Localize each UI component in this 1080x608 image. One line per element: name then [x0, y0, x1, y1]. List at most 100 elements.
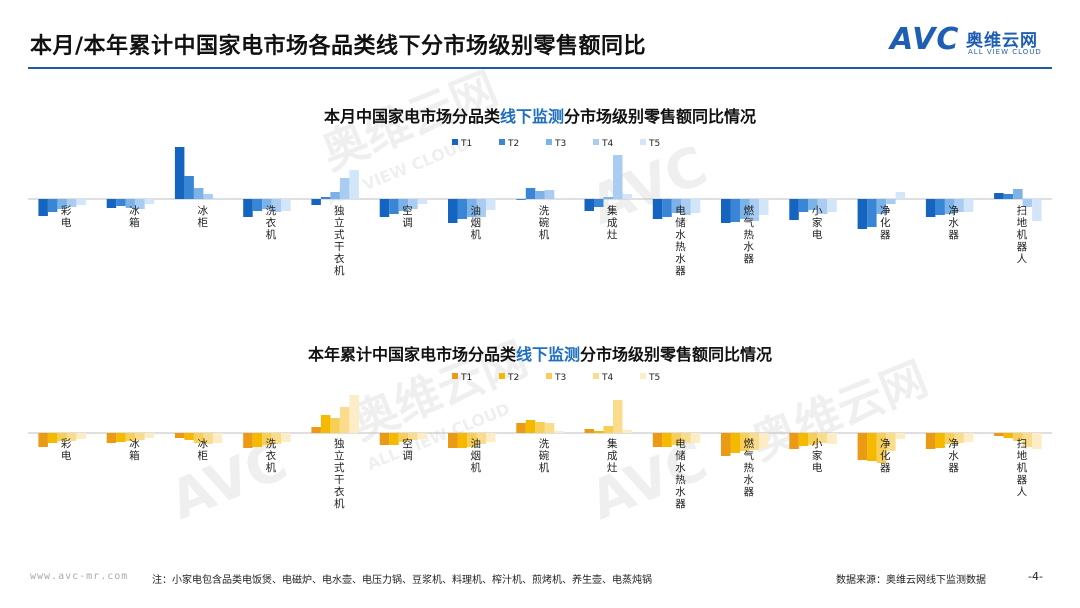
chart-monthly-bar-11-T5 [759, 199, 769, 215]
chart-ytd-bar-3-T1 [174, 433, 185, 438]
chart-monthly-bar-5-T4 [339, 178, 350, 199]
page-title: 本月/本年累计中国家电市场各品类线下分市场级别零售额同比 [30, 34, 647, 59]
chart-ytd-bar-13-T1 [857, 433, 868, 460]
chart-monthly-title-part-2: 线下监测 [500, 107, 564, 126]
chart-monthly-category-label-9: 集成灶 [607, 204, 618, 241]
chart-monthly-legend-label-5: T5 [648, 139, 660, 149]
chart-ytd-bar-8-T4 [544, 423, 555, 433]
chart-monthly-legend-swatch-2 [499, 139, 505, 145]
chart-ytd-bars [38, 395, 1042, 463]
chart-monthly-bar-3-T2 [184, 176, 194, 199]
chart-ytd-bar-11-T3 [740, 433, 750, 451]
chart-ytd-category-label-11: 燃气热水器 [744, 437, 755, 498]
chart-monthly-category-label-10: 电储水热水器 [675, 204, 686, 277]
chart-ytd-title-part-3: 分市场级别零售额同比情况 [580, 345, 772, 364]
page-number: -4- [1028, 570, 1043, 583]
chart-monthly-bar-13-T4 [886, 199, 896, 204]
chart-monthly-title-part-1: 本月中国家电市场分品类 [324, 107, 501, 126]
chart-ytd-bar-1-T3 [57, 433, 67, 441]
chart-monthly-bar-15-T1 [994, 193, 1004, 199]
chart-ytd-bar-15-T2 [1003, 433, 1014, 438]
chart-monthly: 本月中国家电市场分品类线下监测分市场级别零售额同比情况 T1 T2 T3 T4 T5 彩… [28, 107, 1052, 277]
chart-monthly-bar-7-T3 [467, 199, 477, 217]
chart-ytd-bar-1-T4 [66, 433, 77, 441]
chart-ytd-bar-15-T4 [1022, 433, 1033, 447]
chart-ytd-bar-11-T4 [749, 433, 759, 450]
chart-ytd-category-labels: 彩电 冰箱 冰柜 洗衣机 独立式干衣机 空调 油烟机 洗碗机 集成灶 电储水热水器 燃气热水器 小家电… [61, 437, 1028, 510]
chart-monthly-bar-14-T2 [935, 199, 945, 215]
chart-monthly-bar-7-T5 [486, 199, 496, 210]
chart-monthly-bar-9-T5 [622, 194, 632, 199]
chart-monthly-bar-2-T1 [106, 199, 117, 208]
chart-ytd-bar-3-T5 [212, 433, 223, 443]
header: 本月/本年累计中国家电市场各品类线下分市场级别零售额同比 AVC 奥维云网 AL… [0, 0, 1080, 69]
chart-monthly-bar-9-T1 [584, 199, 594, 211]
chart-monthly-bar-3-T5 [212, 198, 223, 199]
chart-monthly-bar-8-T1 [516, 199, 526, 200]
chart-monthly-legend-swatch-1 [452, 139, 458, 145]
chart-monthly-bar-1-T5 [76, 199, 86, 205]
chart-ytd-category-label-5: 独立式干衣机 [334, 437, 345, 510]
chart-ytd-bar-12-T4 [817, 433, 828, 443]
chart-monthly-category-label-6: 空调 [402, 204, 413, 229]
chart-ytd-bar-5-T4 [339, 407, 350, 433]
chart-monthly-bar-6-T2 [389, 199, 399, 214]
chart-ytd-bar-10-T3 [671, 433, 682, 445]
chart-ytd-legend-swatch-5 [640, 373, 646, 379]
chart-ytd-bar-7-T2 [457, 433, 467, 448]
watermark-avc-1: AVC [581, 134, 715, 237]
chart-ytd-bar-8-T5 [554, 431, 564, 433]
chart-monthly-bar-12-T5 [827, 199, 837, 212]
chart-ytd-bar-12-T3 [808, 433, 818, 445]
chart-monthly-bar-13-T5 [895, 192, 906, 199]
chart-ytd-bar-13-T5 [895, 433, 906, 439]
chart-monthly-category-label-3: 冰柜 [197, 204, 208, 229]
chart-ytd-bar-8-T1 [516, 423, 526, 433]
chart-ytd-bar-11-T1 [721, 433, 731, 456]
chart-monthly-bar-1-T1 [38, 199, 48, 216]
chart-ytd-bar-8-T2 [525, 420, 536, 433]
chart-monthly-bar-6-T4 [408, 199, 418, 209]
chart-ytd-bar-11-T5 [759, 433, 769, 448]
chart-monthly-bar-15-T3 [1013, 189, 1023, 199]
chart-ytd-bar-4-T2 [252, 433, 263, 447]
chart-ytd-bar-6-T3 [398, 433, 409, 442]
chart-monthly-bar-15-T2 [1003, 194, 1014, 199]
chart-ytd-legend-swatch-3 [546, 373, 552, 379]
chart-monthly-bar-9-T3 [603, 197, 613, 199]
chart-ytd-title-part-1: 本年累计中国家电市场分品类 [308, 345, 517, 364]
chart-monthly-category-label-5: 独立式干衣机 [334, 204, 345, 277]
watermark-cn-3: 奥维云网 [744, 351, 935, 470]
chart-ytd-bar-12-T1 [789, 433, 799, 449]
chart-monthly-bar-4-T5 [281, 199, 291, 211]
chart-ytd-bar-11-T2 [730, 433, 740, 453]
chart-ytd-title-part-2: 线下监测 [516, 345, 580, 364]
chart-ytd-legend-swatch-4 [593, 373, 599, 379]
header-rule [28, 67, 1052, 69]
chart-ytd-bar-4-T4 [271, 433, 282, 444]
chart-monthly-bar-13-T1 [857, 199, 868, 229]
chart-monthly-bar-11-T3 [740, 199, 750, 219]
chart-ytd-title: 本年累计中国家电市场分品类线下监测分市场级别零售额同比情况 [308, 345, 772, 364]
chart-ytd-bar-13-T3 [876, 433, 887, 463]
chart-monthly-bar-5-T1 [311, 199, 321, 205]
chart-ytd-category-label-10: 电储水热水器 [675, 437, 686, 510]
chart-monthly-bar-2-T3 [125, 199, 136, 208]
chart-ytd-bar-2-T1 [106, 433, 117, 443]
chart-monthly-bar-14-T3 [944, 199, 955, 214]
chart-monthly-bar-11-T1 [721, 199, 731, 223]
chart-ytd-bar-3-T3 [193, 433, 204, 443]
chart-ytd-bar-14-T5 [963, 433, 974, 442]
chart-ytd-bar-1-T2 [47, 433, 58, 443]
chart-monthly-bar-8-T4 [544, 190, 555, 199]
chart-ytd-category-label-4: 洗衣机 [266, 438, 277, 474]
chart-ytd-legend-label-5: T5 [648, 373, 660, 383]
chart-ytd-category-label-2: 冰箱 [129, 437, 140, 462]
chart-monthly-bar-8-T5 [554, 198, 564, 199]
chart-monthly-category-label-4: 洗衣机 [266, 205, 277, 241]
chart-monthly-legend-swatch-3 [546, 139, 552, 145]
chart-monthly-category-label-11: 燃气热水器 [744, 204, 755, 265]
chart-ytd-category-label-15: 扫地机器人 [1017, 437, 1028, 498]
chart-monthly-bar-6-T5 [417, 199, 428, 204]
chart-monthly-bar-12-T3 [808, 199, 818, 210]
